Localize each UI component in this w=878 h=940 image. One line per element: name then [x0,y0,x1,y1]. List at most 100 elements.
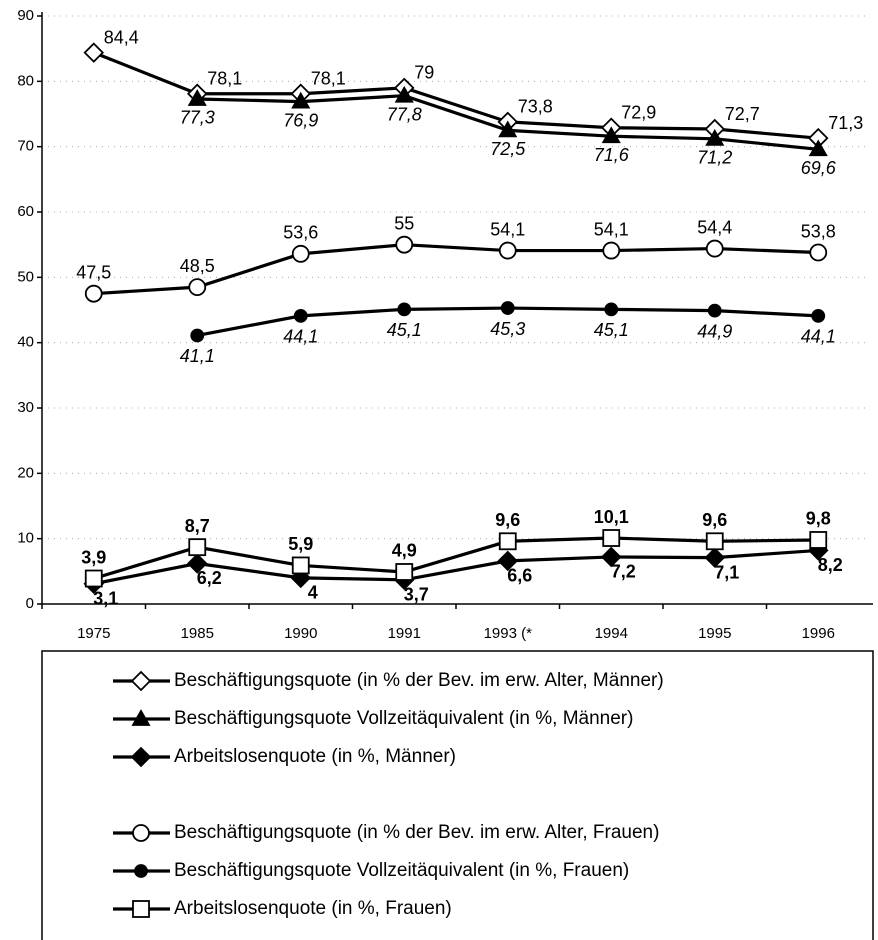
x-tick-label: 1975 [77,625,110,642]
data-label: 54,4 [697,217,732,237]
y-tick-label: 40 [17,334,34,351]
data-label: 53,6 [283,223,318,243]
series-line [93,51,819,140]
data-point [84,284,103,303]
data-point [186,553,208,574]
legend-label: Beschäftigungsquote Vollzeitäquivalent (… [174,708,633,729]
x-tick-label: 1994 [595,625,628,642]
data-label: 5,9 [288,534,313,554]
data-label: 7,2 [611,562,636,582]
y-tick-label: 60 [17,203,34,220]
y-tick-label: 20 [17,464,34,481]
data-point [291,244,310,263]
data-label: 71,3 [828,113,863,133]
data-point [397,302,412,317]
data-label: 44,9 [697,321,732,341]
data-label: 8,7 [185,516,210,536]
data-point [395,563,414,581]
legend-marker [131,709,151,726]
data-label: 54,1 [594,219,629,239]
data-point [83,42,105,63]
data-label: 10,1 [594,507,629,527]
legend-box [41,650,874,940]
data-point [497,550,519,572]
y-tick-label: 70 [17,138,34,155]
data-point [394,85,414,103]
legend-label: Arbeitslosenquote (in %, Frauen) [174,898,452,919]
data-point [602,529,621,547]
data-point [604,302,619,317]
data-label: 72,7 [725,104,760,124]
data-label: 47,5 [76,262,111,282]
data-label: 6,2 [197,568,222,588]
data-point [704,547,726,568]
data-label: 72,5 [490,139,526,159]
data-point [291,556,310,575]
data-point [188,538,207,557]
data-label: 55 [394,213,414,233]
x-tick-label: 1993 (* [484,625,533,642]
data-point [498,241,517,260]
data-label: 71,2 [697,148,732,168]
data-label: 53,8 [801,221,836,241]
series-line [93,243,819,296]
data-label: 8,2 [818,555,843,575]
series-line [93,548,819,586]
data-label: 72,9 [621,102,656,122]
data-label: 48,5 [180,256,215,276]
data-label: 73,8 [518,97,553,117]
data-point [187,89,207,106]
legend-label: Beschäftigungsquote (in % der Bev. im er… [174,670,664,691]
data-point [601,126,621,144]
data-point [600,546,622,568]
data-point [188,278,207,297]
x-tick-label: 1991 [388,625,421,642]
data-point [705,532,724,551]
x-tick-label: 1985 [181,625,214,642]
data-label: 3,1 [93,588,118,608]
data-label: 78,1 [311,68,346,88]
x-tick-label: 1990 [284,625,317,642]
data-label: 77,3 [180,108,215,128]
data-label: 41,1 [180,346,215,366]
data-point [293,308,308,323]
series-line [93,536,819,581]
data-label: 54,1 [490,219,525,239]
data-label: 77,8 [387,104,422,124]
data-label: 44,1 [801,327,836,347]
x-tick-label: 1995 [698,625,731,642]
data-point [291,91,311,109]
data-label: 76,9 [283,110,318,130]
data-point [190,328,205,343]
y-tick-label: 50 [17,268,34,285]
data-label: 4 [308,583,318,603]
y-tick-label: 80 [17,72,34,89]
legend-marker [132,900,150,918]
data-label: 78,1 [207,68,242,88]
data-point [809,243,828,262]
data-point [498,532,517,551]
data-point [705,239,724,258]
data-label: 44,1 [283,327,318,347]
data-point [705,129,725,146]
data-label: 45,1 [387,320,422,340]
data-label: 45,3 [490,319,525,339]
legend-marker [134,864,148,878]
y-tick-label: 30 [17,399,34,416]
data-label: 9,6 [702,510,727,530]
data-point [498,120,518,138]
data-label: 69,6 [801,158,837,178]
data-point [395,235,414,254]
data-label: 71,6 [594,145,630,165]
data-label: 9,8 [806,509,831,529]
data-point [707,303,722,318]
data-point [808,139,828,157]
data-label: 7,1 [714,562,739,582]
data-label: 45,1 [594,320,629,340]
data-point [809,531,828,549]
y-tick-label: 90 [17,7,34,24]
data-label: 6,6 [507,566,532,586]
data-point [84,569,103,588]
legend-marker [132,824,150,842]
